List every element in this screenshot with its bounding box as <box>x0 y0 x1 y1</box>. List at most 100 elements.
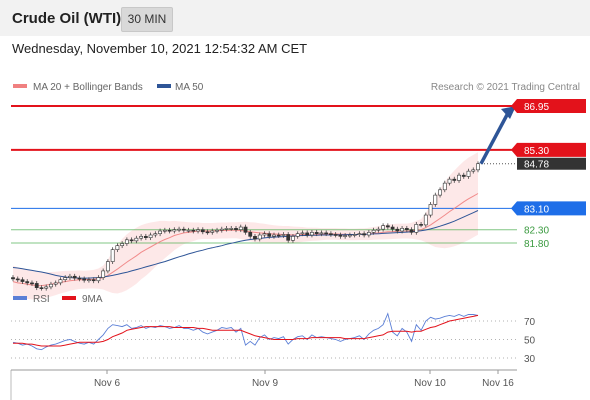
candle-body <box>53 282 58 285</box>
candle-body <box>224 228 229 230</box>
resistance-label: 86.95 <box>524 102 549 113</box>
candle-body <box>120 243 125 246</box>
candle-body <box>324 232 329 235</box>
datetime-label: Wednesday, November 10, 2021 12:54:32 AM… <box>12 41 308 56</box>
candle-body <box>139 236 144 239</box>
candle-body <box>400 228 404 232</box>
candle-body <box>219 228 224 231</box>
candle-body <box>158 230 162 234</box>
candle-body <box>148 234 153 238</box>
candle-body <box>143 236 148 238</box>
candle-body <box>310 232 314 236</box>
candle-body <box>58 279 63 284</box>
candle-body <box>77 277 82 280</box>
pivot-tag <box>511 201 586 216</box>
candle-body <box>362 233 367 236</box>
candle-body <box>63 277 68 280</box>
candle-body <box>457 174 461 181</box>
candle-body <box>357 233 362 235</box>
candle-body <box>210 230 215 233</box>
candle-body <box>162 229 167 232</box>
candle-body <box>338 234 343 237</box>
candle-body <box>385 225 390 228</box>
candle-body <box>466 170 471 177</box>
candle-body <box>105 261 110 272</box>
candle-body <box>129 239 134 242</box>
candle-body <box>291 236 295 241</box>
candle-body <box>305 232 310 236</box>
ma20-legend-swatch <box>13 84 27 88</box>
candle-body <box>172 229 177 232</box>
candle-body <box>167 229 172 232</box>
level-labels: 86.95 85.30 84.78 83.10 82.30 81.80 <box>511 99 586 250</box>
candle-body <box>191 229 196 232</box>
candle-body <box>352 234 357 236</box>
candle-body <box>366 232 371 236</box>
candle-body <box>476 163 480 171</box>
rsi-legend-label: RSI <box>33 294 50 305</box>
ma20-legend-label: MA 20 + Bollinger Bands <box>33 82 143 93</box>
rsi-panel: 30 50 70 <box>11 312 536 365</box>
candlesticks <box>11 161 480 291</box>
candle-body <box>91 279 96 282</box>
instrument-title: Crude Oil (WTI) <box>12 10 122 27</box>
candle-body <box>20 279 25 282</box>
candle-body <box>253 236 257 240</box>
candle-body <box>371 229 376 233</box>
candle-body <box>153 233 158 236</box>
resistance-tag <box>511 142 586 157</box>
timeframe-badge[interactable]: 30 MIN <box>121 7 173 32</box>
candle-body <box>96 277 101 282</box>
candle-body <box>333 234 338 236</box>
support-label: 82.30 <box>524 226 549 237</box>
forecast-arrow-head <box>501 106 516 119</box>
candle-body <box>115 245 120 250</box>
pivot-label: 83.10 <box>524 204 549 215</box>
candle-body <box>300 232 305 235</box>
candle-body <box>68 275 72 278</box>
candle-body <box>286 234 291 241</box>
forecast-arrow <box>479 106 516 165</box>
candle-body <box>44 286 49 289</box>
candle-body <box>452 178 457 181</box>
candle-body <box>428 204 433 216</box>
last-price-tag <box>517 157 586 170</box>
candle-body <box>124 239 129 244</box>
candle-body <box>381 225 386 230</box>
candle-body <box>110 249 115 262</box>
candle-body <box>87 279 91 281</box>
candle-body <box>404 228 409 230</box>
x-axis-ticks: Nov 6 Nov 9 Nov 10 Nov 16 <box>94 370 514 389</box>
candle-body <box>200 229 205 233</box>
candle-body <box>395 228 400 232</box>
candle-body <box>262 233 267 236</box>
ma50-legend-label: MA 50 <box>175 82 204 93</box>
candle-body <box>205 231 210 234</box>
candle-body <box>234 228 238 230</box>
candle-body <box>442 182 447 191</box>
candle-body <box>329 233 333 235</box>
candle-body <box>134 237 139 242</box>
candle-body <box>181 228 186 231</box>
rsi-tick-label: 30 <box>524 354 536 365</box>
credit-text: Research © 2021 Trading Central <box>431 82 580 93</box>
rsi-tick-label: 70 <box>524 317 536 328</box>
candle-body <box>196 229 200 232</box>
candle-body <box>34 283 39 288</box>
price-levels <box>11 105 517 244</box>
x-tick-label: Nov 9 <box>252 378 279 389</box>
candle-body <box>186 229 191 232</box>
forecast-arrow-shaft <box>479 112 510 165</box>
x-tick-label: Nov 16 <box>482 378 514 389</box>
rsi-ma-line <box>13 314 479 347</box>
candle-body <box>101 270 106 278</box>
candle-body <box>319 232 324 235</box>
candle-body <box>25 281 30 284</box>
candle-body <box>49 283 53 288</box>
candle-body <box>471 169 476 172</box>
candle-body <box>82 278 87 281</box>
ma50-legend-swatch <box>157 84 171 88</box>
candle-body <box>376 228 381 231</box>
